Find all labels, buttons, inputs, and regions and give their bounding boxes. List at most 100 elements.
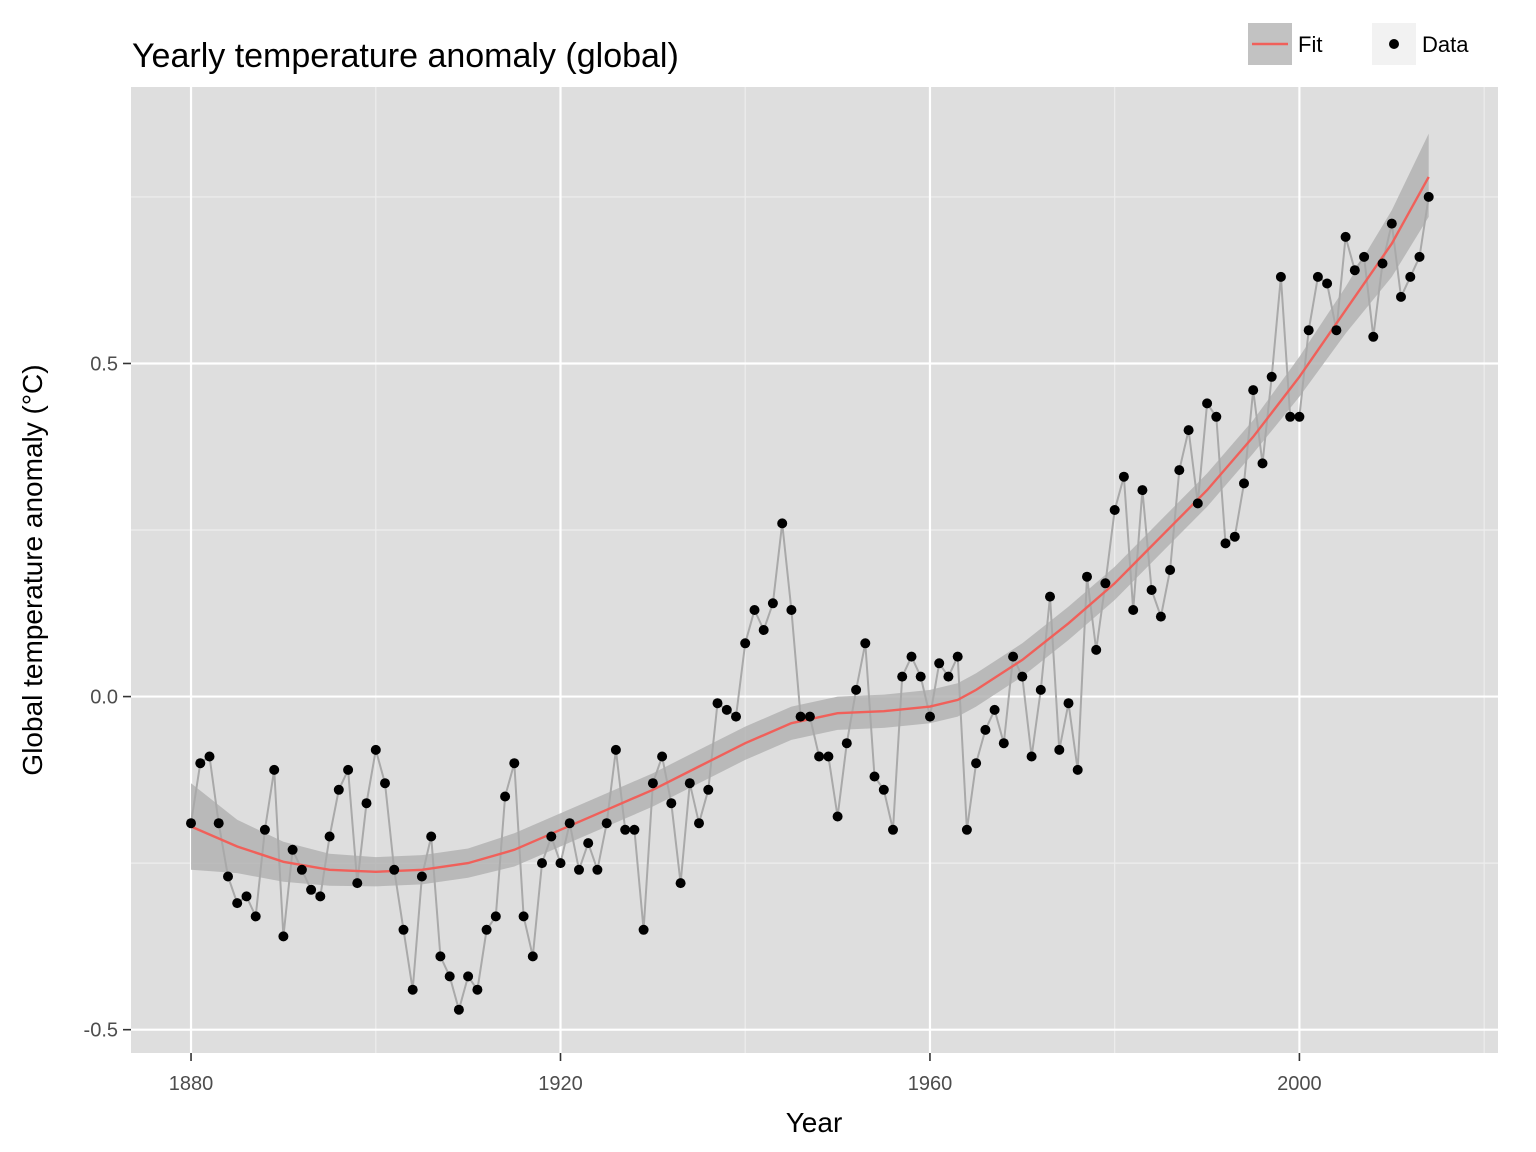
data-point [1128, 605, 1139, 615]
data-point [195, 758, 206, 769]
data-point [213, 818, 224, 829]
x-tick-label: 1960 [908, 1073, 953, 1095]
data-point [278, 931, 289, 942]
data-point [490, 911, 501, 922]
data-point [444, 971, 455, 982]
data-point [749, 605, 760, 615]
data-point [1377, 258, 1388, 269]
data-point [1165, 565, 1176, 575]
data-points [186, 191, 1434, 1015]
y-tick-label: -0.5 [84, 1020, 118, 1042]
data-point [1063, 698, 1074, 709]
data-point [1257, 458, 1268, 469]
data-point [1312, 271, 1323, 282]
data-point [343, 764, 354, 775]
data-point [315, 891, 326, 902]
data-point [1386, 218, 1397, 229]
data-point [934, 658, 945, 669]
data-point [324, 831, 335, 842]
data-point [1054, 744, 1065, 755]
data-point [463, 971, 474, 982]
data-point [703, 784, 714, 795]
data-point [657, 751, 668, 762]
legend-label-fit: Fit [1298, 32, 1322, 57]
data-point [851, 684, 862, 695]
data-point [1294, 411, 1305, 422]
data-point [629, 824, 640, 835]
data-point [537, 858, 547, 869]
data-point [306, 884, 317, 895]
x-tick-label: 1920 [538, 1073, 583, 1095]
data-point [860, 638, 871, 649]
data-point [186, 818, 196, 829]
data-point [1239, 478, 1249, 489]
data-point [555, 858, 566, 869]
data-point [287, 844, 298, 855]
data-point [1100, 578, 1111, 589]
data-point [1303, 325, 1314, 336]
data-point [647, 778, 658, 789]
data-point [1331, 325, 1342, 336]
data-point [804, 711, 815, 722]
data-point [998, 738, 1009, 749]
data-point [1072, 764, 1083, 775]
data-point [204, 751, 215, 762]
data-point [361, 798, 372, 809]
data-point [1349, 265, 1360, 276]
data-point [1396, 291, 1406, 302]
data-point [1026, 751, 1037, 762]
data-point [472, 984, 483, 995]
data-point [841, 738, 852, 749]
data-point [1183, 425, 1194, 436]
data-point [869, 771, 880, 782]
data-point [426, 831, 437, 842]
data-point [620, 824, 631, 835]
data-point [1340, 231, 1351, 242]
data-point [878, 784, 889, 795]
x-tick-label: 1880 [169, 1073, 214, 1095]
data-point [740, 638, 751, 649]
y-tick-label: 0.5 [90, 353, 118, 375]
data-point [1082, 571, 1092, 582]
data-point [961, 824, 972, 835]
x-axis-tick-labels: 1880 1920 1960 2000 [169, 1073, 1322, 1095]
data-point [1405, 271, 1416, 282]
data-point [758, 625, 769, 635]
data-point [1229, 531, 1240, 542]
data-point [583, 838, 594, 849]
data-point [352, 878, 363, 889]
data-point [906, 651, 917, 662]
data-point [380, 778, 390, 789]
data-point [564, 818, 575, 829]
data-point [1091, 644, 1102, 655]
y-axis-title: Global temperature anomaly (°C) [17, 364, 48, 775]
data-point [777, 518, 788, 529]
data-point [1146, 585, 1157, 595]
y-tick-label: 0.0 [90, 687, 118, 709]
legend-data-swatch [1389, 39, 1399, 49]
data-point [767, 598, 778, 609]
data-point [416, 871, 427, 882]
data-point [1174, 465, 1185, 476]
data-point [925, 711, 935, 722]
data-point [814, 751, 825, 762]
data-point [684, 778, 695, 789]
y-axis-tick-labels: -0.5 0.0 0.5 [84, 353, 118, 1041]
data-point [888, 824, 898, 835]
chart-title: Yearly temperature anomaly (global) [132, 37, 679, 75]
axis-ticks [123, 362, 1301, 1061]
data-point [1322, 278, 1333, 289]
data-point [241, 891, 252, 902]
data-point [675, 878, 686, 889]
x-axis-title: Year [786, 1107, 843, 1138]
data-point [1275, 271, 1286, 282]
data-point [1248, 385, 1259, 396]
data-point [232, 898, 243, 909]
data-point [1008, 651, 1019, 662]
data-point [370, 744, 381, 755]
data-point [527, 951, 538, 962]
data-point [592, 864, 603, 875]
plot-panel [131, 87, 1498, 1053]
data-point [1266, 371, 1277, 382]
